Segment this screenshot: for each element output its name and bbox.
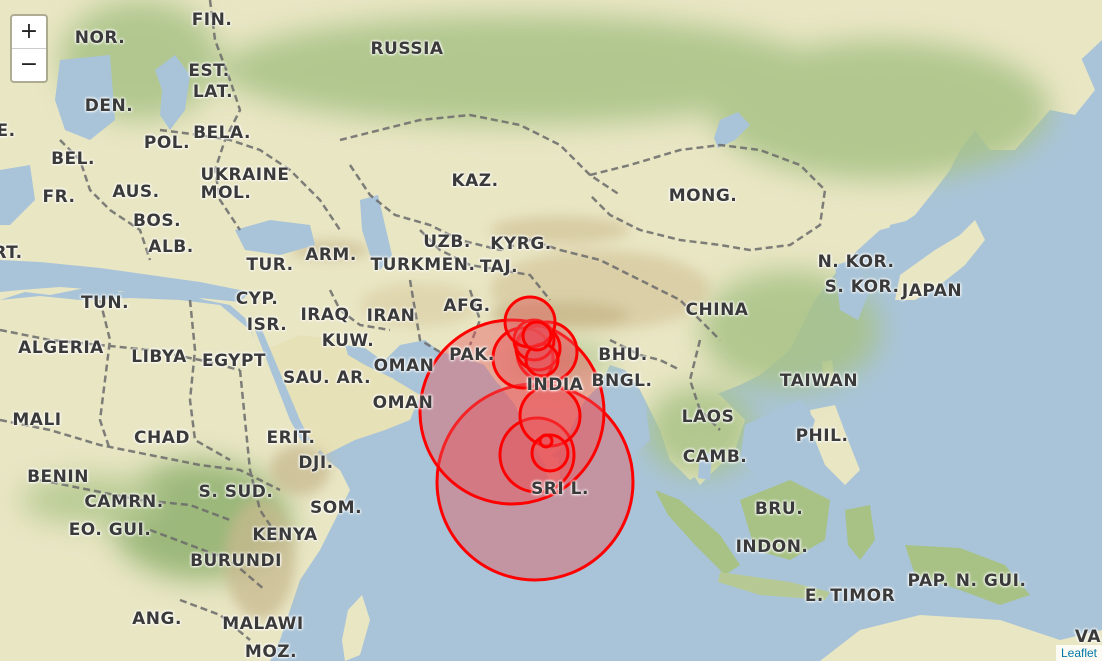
land-borneo: [740, 480, 830, 560]
land-philippines: [810, 405, 860, 485]
north-sea: [55, 55, 115, 140]
mountain-east-africa: [225, 500, 295, 620]
forest-east-russia: [710, 40, 1050, 180]
gulf-of-thailand: [698, 450, 712, 480]
yellow-sea: [835, 260, 870, 320]
arabian-sea: [405, 375, 520, 480]
black-sea: [235, 220, 315, 255]
country-borders: [0, 0, 827, 641]
land-madagascar: [342, 595, 370, 661]
land-hokkaido: [1045, 55, 1095, 115]
bay-of-biscay: [0, 165, 35, 225]
bay-of-bengal: [575, 385, 650, 470]
mountain-ethiopia: [270, 445, 330, 495]
attribution: Leaflet: [1055, 645, 1102, 661]
mountain-iran: [360, 283, 480, 327]
land-sumatra: [655, 490, 740, 575]
baltic-sea: [155, 55, 190, 130]
forest-siberia: [220, 15, 820, 125]
south-china-sea: [740, 400, 815, 480]
lake-baikal: [714, 112, 750, 148]
land-arabia: [265, 335, 420, 455]
forest-seasia: [645, 385, 755, 475]
land-newguinea: [905, 545, 1030, 605]
zoom-in-button[interactable]: +: [19, 19, 39, 44]
zoom-out-button[interactable]: −: [12, 48, 46, 81]
sea-of-japan: [885, 215, 940, 270]
land-australia: [820, 615, 1102, 661]
forest-west-africa: [20, 475, 160, 525]
red-sea: [255, 330, 310, 442]
persian-gulf: [345, 345, 395, 378]
land-java: [718, 572, 830, 600]
circle-marker-6[interactable]: [538, 433, 554, 449]
leaflet-link[interactable]: Leaflet: [1060, 646, 1097, 660]
land-japan: [895, 220, 985, 300]
land-sulawesi: [845, 505, 875, 560]
mediterranean: [0, 260, 250, 302]
mountain-tianshan: [490, 216, 630, 244]
zoom-control: + −: [10, 14, 48, 83]
land-srilanka: [545, 455, 560, 482]
forest-china: [700, 270, 880, 390]
caspian-sea: [360, 195, 392, 270]
circle-marker-13[interactable]: [521, 320, 553, 352]
